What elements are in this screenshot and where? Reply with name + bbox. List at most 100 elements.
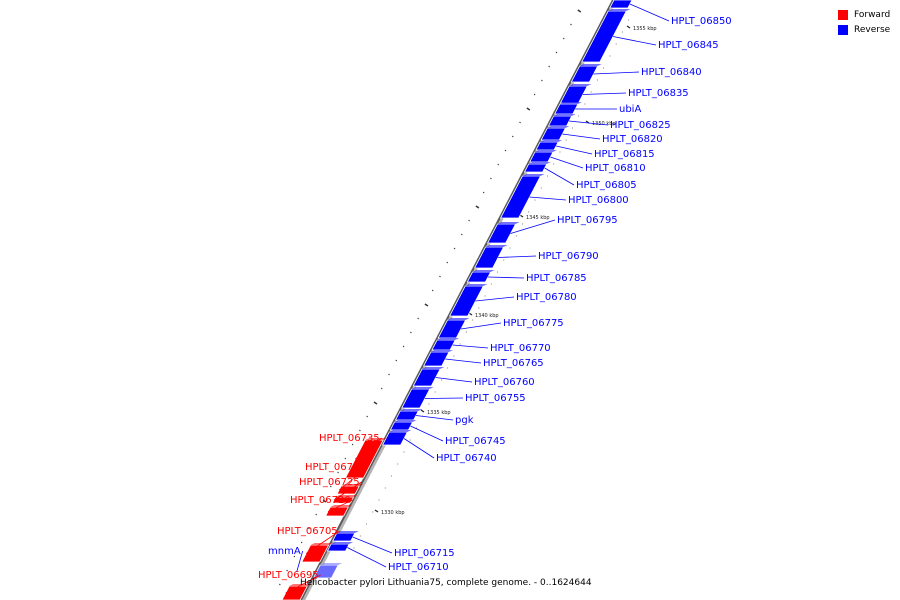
gene-pgk-label: pgk bbox=[455, 415, 474, 426]
gene-hplt_06805-label: HPLT_06805 bbox=[576, 180, 637, 191]
gene-hplt_06755-bevel bbox=[411, 387, 434, 389]
scale-dot bbox=[484, 295, 486, 297]
gene-hplt_06785-leader bbox=[487, 276, 525, 279]
gene-hplt_06800-bevel bbox=[522, 174, 545, 176]
reverse-swatch bbox=[838, 24, 848, 35]
scale-dot bbox=[490, 177, 492, 180]
scale-dot bbox=[609, 55, 611, 57]
gene-hplt_06710-label: HPLT_06710 bbox=[388, 562, 449, 573]
gene-hplt_06780-bevel bbox=[465, 284, 488, 286]
gene-hplt_06850 bbox=[609, 0, 633, 9]
gene-hplt_06725-label: HPLT_06725 bbox=[299, 477, 360, 488]
scale-dot bbox=[482, 191, 485, 194]
gene-hplt_06790-bevel bbox=[485, 245, 508, 247]
scale-dot bbox=[511, 135, 514, 138]
tick-label: 1340 kbp bbox=[475, 313, 499, 319]
gene-hplt_06815 bbox=[535, 141, 559, 151]
gene-hplt_06710 bbox=[326, 543, 350, 552]
gene-hplt_06840-label: HPLT_06840 bbox=[641, 67, 702, 78]
gene-hplt_06795-label: HPLT_06795 bbox=[557, 215, 618, 226]
gene-pgk-leader bbox=[415, 415, 454, 421]
scale-dot bbox=[373, 401, 378, 405]
scale-dot bbox=[337, 471, 339, 474]
scale-dot bbox=[578, 115, 580, 117]
scale-dot bbox=[472, 319, 474, 321]
scale-dot bbox=[526, 107, 531, 111]
scale-dot bbox=[553, 163, 555, 165]
gene-hplt_06740-leader bbox=[403, 438, 435, 459]
gene-labels: HPLT_06850 HPLT_06845 HPLT_06840 HPLT_06835… bbox=[258, 3, 732, 594]
gene-hplt_06715-label: HPLT_06715 bbox=[394, 548, 455, 559]
scale-dot bbox=[402, 345, 405, 348]
tick-label: 1350 kbp bbox=[592, 121, 616, 127]
scale-dot bbox=[577, 9, 582, 13]
gene-hplt_06765 bbox=[423, 351, 450, 367]
scale-dot bbox=[440, 379, 442, 381]
gene-hplt_06735-label: HPLT_06735 bbox=[319, 433, 380, 444]
gene-hplt_06845-bevel bbox=[608, 9, 631, 11]
scale-dot bbox=[409, 439, 411, 441]
scale-dot bbox=[293, 555, 296, 558]
scale-dot bbox=[353, 547, 355, 549]
tick-label: 1330 kbp bbox=[381, 510, 405, 516]
scale-dot bbox=[475, 205, 480, 209]
scale-dot bbox=[504, 149, 507, 152]
gene-hplt_06705-bevel bbox=[310, 543, 333, 545]
scale-dot bbox=[621, 31, 623, 33]
scale-dot bbox=[534, 199, 536, 201]
gene-mnma-bevel bbox=[320, 563, 343, 565]
gene-hplt_06710-bevel bbox=[331, 542, 354, 544]
gene-hplt_06695-bevel bbox=[289, 584, 312, 586]
gene-hplt_06815-bevel bbox=[540, 140, 563, 142]
gene-hplt_06755-leader bbox=[424, 397, 464, 399]
scale-dot bbox=[388, 373, 390, 376]
gene-hplt_06760-bevel bbox=[422, 367, 445, 369]
gene-hplt_06795-leader bbox=[510, 219, 556, 234]
scale-dot bbox=[380, 387, 383, 390]
scale-dot bbox=[424, 303, 429, 307]
gene-hplt_06810-bevel bbox=[534, 150, 557, 152]
scale-dot bbox=[446, 261, 449, 264]
tick-mark bbox=[626, 25, 631, 29]
gene-hplt_06730-label: HPLT_06730 bbox=[305, 462, 366, 473]
legend-forward: Forward bbox=[838, 9, 890, 24]
gene-hplt_06850-label: HPLT_06850 bbox=[671, 16, 732, 27]
scale-dot bbox=[628, 19, 630, 21]
scale-ticks: 1355 kbp 1350 kbp 1345 kbp 1340 kbp 1335 kbp… bbox=[374, 25, 657, 516]
gene-hplt_06835-leader bbox=[582, 92, 627, 95]
gene-ubia-label: ubiA bbox=[619, 104, 641, 115]
gene-hplt_06740-bevel bbox=[389, 430, 412, 432]
scale-dot bbox=[366, 523, 368, 525]
scale-dot bbox=[410, 331, 412, 334]
gene-mnma-label: mnmA bbox=[268, 546, 301, 557]
scale-dot bbox=[397, 463, 399, 465]
gene-hplt_06775-bevel bbox=[447, 318, 470, 320]
gene-hplt_06725-leader bbox=[333, 481, 362, 501]
gene-hplt_06705-leader bbox=[305, 530, 340, 554]
gene-hplt_06820-bevel bbox=[547, 126, 570, 128]
scale-dot bbox=[468, 219, 470, 222]
scale-dot bbox=[447, 367, 449, 369]
gene-mnma-leader bbox=[296, 550, 304, 572]
gene-hplt_06745-bevel bbox=[394, 420, 417, 422]
gene-hplt_06765-label: HPLT_06765 bbox=[483, 358, 544, 369]
scale-dot bbox=[540, 187, 542, 189]
scale-dot bbox=[460, 233, 463, 236]
scale-dot bbox=[378, 499, 380, 501]
scale-dot bbox=[322, 499, 327, 503]
scale-dot bbox=[390, 475, 392, 477]
scale-dot bbox=[490, 283, 492, 285]
gene-hplt_06825-label: HPLT_06825 bbox=[610, 120, 671, 131]
scale-dot bbox=[434, 391, 436, 393]
gene-hplt_06805 bbox=[523, 163, 548, 173]
scale-dot bbox=[571, 127, 573, 129]
scale-dot bbox=[372, 511, 374, 513]
scale-dot bbox=[286, 569, 288, 572]
gene-hplt_06735-leader bbox=[355, 437, 382, 460]
gene-hplt_06710-leader bbox=[347, 547, 387, 568]
gene-hplt_06785-bevel bbox=[472, 270, 495, 272]
tick-mark bbox=[420, 409, 425, 413]
scale-dot bbox=[300, 541, 303, 544]
scale-dot bbox=[522, 223, 524, 225]
